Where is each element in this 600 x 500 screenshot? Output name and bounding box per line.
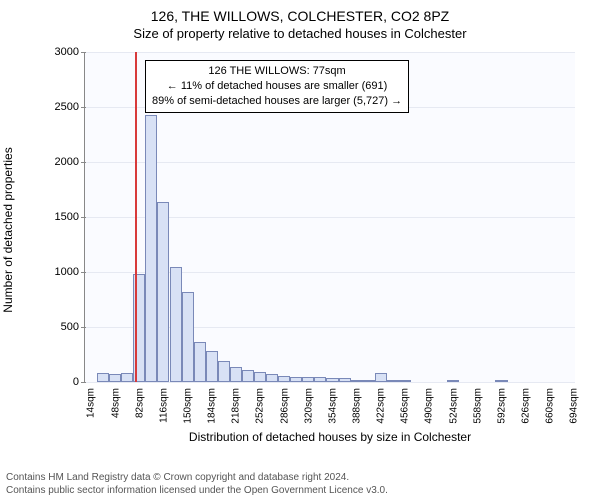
x-tick-label: 116sqm — [158, 388, 169, 423]
y-tick-label: 0 — [73, 376, 85, 388]
histogram-bar — [278, 376, 290, 382]
y-axis-label: Number of detached properties — [1, 147, 15, 312]
x-tick-label: 286sqm — [279, 388, 290, 424]
x-tick-label: 320sqm — [303, 388, 314, 424]
x-tick-label: 48sqm — [110, 388, 121, 418]
histogram-bar — [145, 115, 157, 382]
x-tick-label: 626sqm — [521, 388, 532, 424]
x-tick-label: 422sqm — [376, 388, 387, 424]
x-tick-label: 218sqm — [231, 388, 242, 424]
histogram-bar — [387, 380, 399, 382]
histogram-bar — [170, 267, 182, 383]
x-tick-label: 490sqm — [424, 388, 435, 424]
x-tick-label: 354sqm — [327, 388, 338, 424]
x-tick-label: 592sqm — [496, 388, 507, 424]
histogram-bar — [302, 377, 314, 382]
y-tick-label: 1500 — [55, 211, 85, 223]
x-tick-label: 694sqm — [569, 388, 580, 424]
annotation-line-2: ← 11% of detached houses are smaller (69… — [152, 79, 402, 94]
x-tick-label: 82sqm — [134, 388, 145, 418]
chart-container: 05001000150020002500300014sqm48sqm82sqm1… — [40, 52, 580, 422]
y-tick-label: 1000 — [55, 266, 85, 278]
histogram-bar — [254, 372, 266, 382]
page-title-address: 126, THE WILLOWS, COLCHESTER, CO2 8PZ — [0, 0, 600, 24]
plot-area: 05001000150020002500300014sqm48sqm82sqm1… — [84, 52, 575, 383]
histogram-bar — [206, 351, 218, 382]
x-tick-label: 252sqm — [255, 388, 266, 424]
x-tick-label: 524sqm — [448, 388, 459, 424]
x-tick-label: 184sqm — [207, 388, 218, 424]
histogram-bar — [447, 380, 459, 382]
credits-line-2: Contains public sector information licen… — [6, 485, 388, 498]
histogram-bar — [399, 380, 411, 382]
gridline — [85, 52, 575, 53]
histogram-bar — [242, 370, 254, 382]
annotation-box: 126 THE WILLOWS: 77sqm ← 11% of detached… — [145, 60, 409, 113]
histogram-bar — [290, 377, 302, 383]
annotation-line-3: 89% of semi-detached houses are larger (… — [152, 94, 402, 109]
y-tick-label: 500 — [61, 321, 85, 333]
histogram-bar — [194, 342, 206, 382]
x-tick-label: 14sqm — [86, 388, 97, 418]
x-tick-label: 558sqm — [472, 388, 483, 424]
histogram-bar — [97, 373, 109, 382]
histogram-bar — [218, 361, 230, 382]
histogram-bar — [182, 292, 194, 382]
annotation-line-1: 126 THE WILLOWS: 77sqm — [152, 64, 402, 79]
gridline — [85, 162, 575, 163]
property-marker-line — [135, 52, 137, 382]
y-tick-label: 2000 — [55, 156, 85, 168]
page-title-subtitle: Size of property relative to detached ho… — [0, 24, 600, 41]
histogram-bar — [109, 374, 121, 382]
gridline — [85, 382, 575, 383]
histogram-bar — [157, 202, 169, 382]
y-tick-label: 2500 — [55, 101, 85, 113]
x-tick-label: 660sqm — [545, 388, 556, 424]
credits-line-1: Contains HM Land Registry data © Crown c… — [6, 472, 388, 485]
credits: Contains HM Land Registry data © Crown c… — [6, 472, 388, 497]
x-tick-label: 388sqm — [351, 388, 362, 424]
x-axis-label: Distribution of detached houses by size … — [85, 430, 575, 444]
x-tick-label: 150sqm — [182, 388, 193, 424]
y-tick-label: 3000 — [55, 46, 85, 58]
histogram-bar — [363, 380, 375, 382]
histogram-bar — [375, 373, 387, 382]
histogram-bar — [230, 367, 242, 382]
x-tick-label: 456sqm — [400, 388, 411, 424]
histogram-bar — [495, 380, 507, 382]
histogram-bar — [339, 378, 351, 382]
histogram-bar — [121, 373, 133, 382]
histogram-bar — [326, 378, 338, 382]
histogram-bar — [266, 374, 278, 382]
histogram-bar — [351, 380, 363, 382]
histogram-bar — [314, 377, 326, 382]
